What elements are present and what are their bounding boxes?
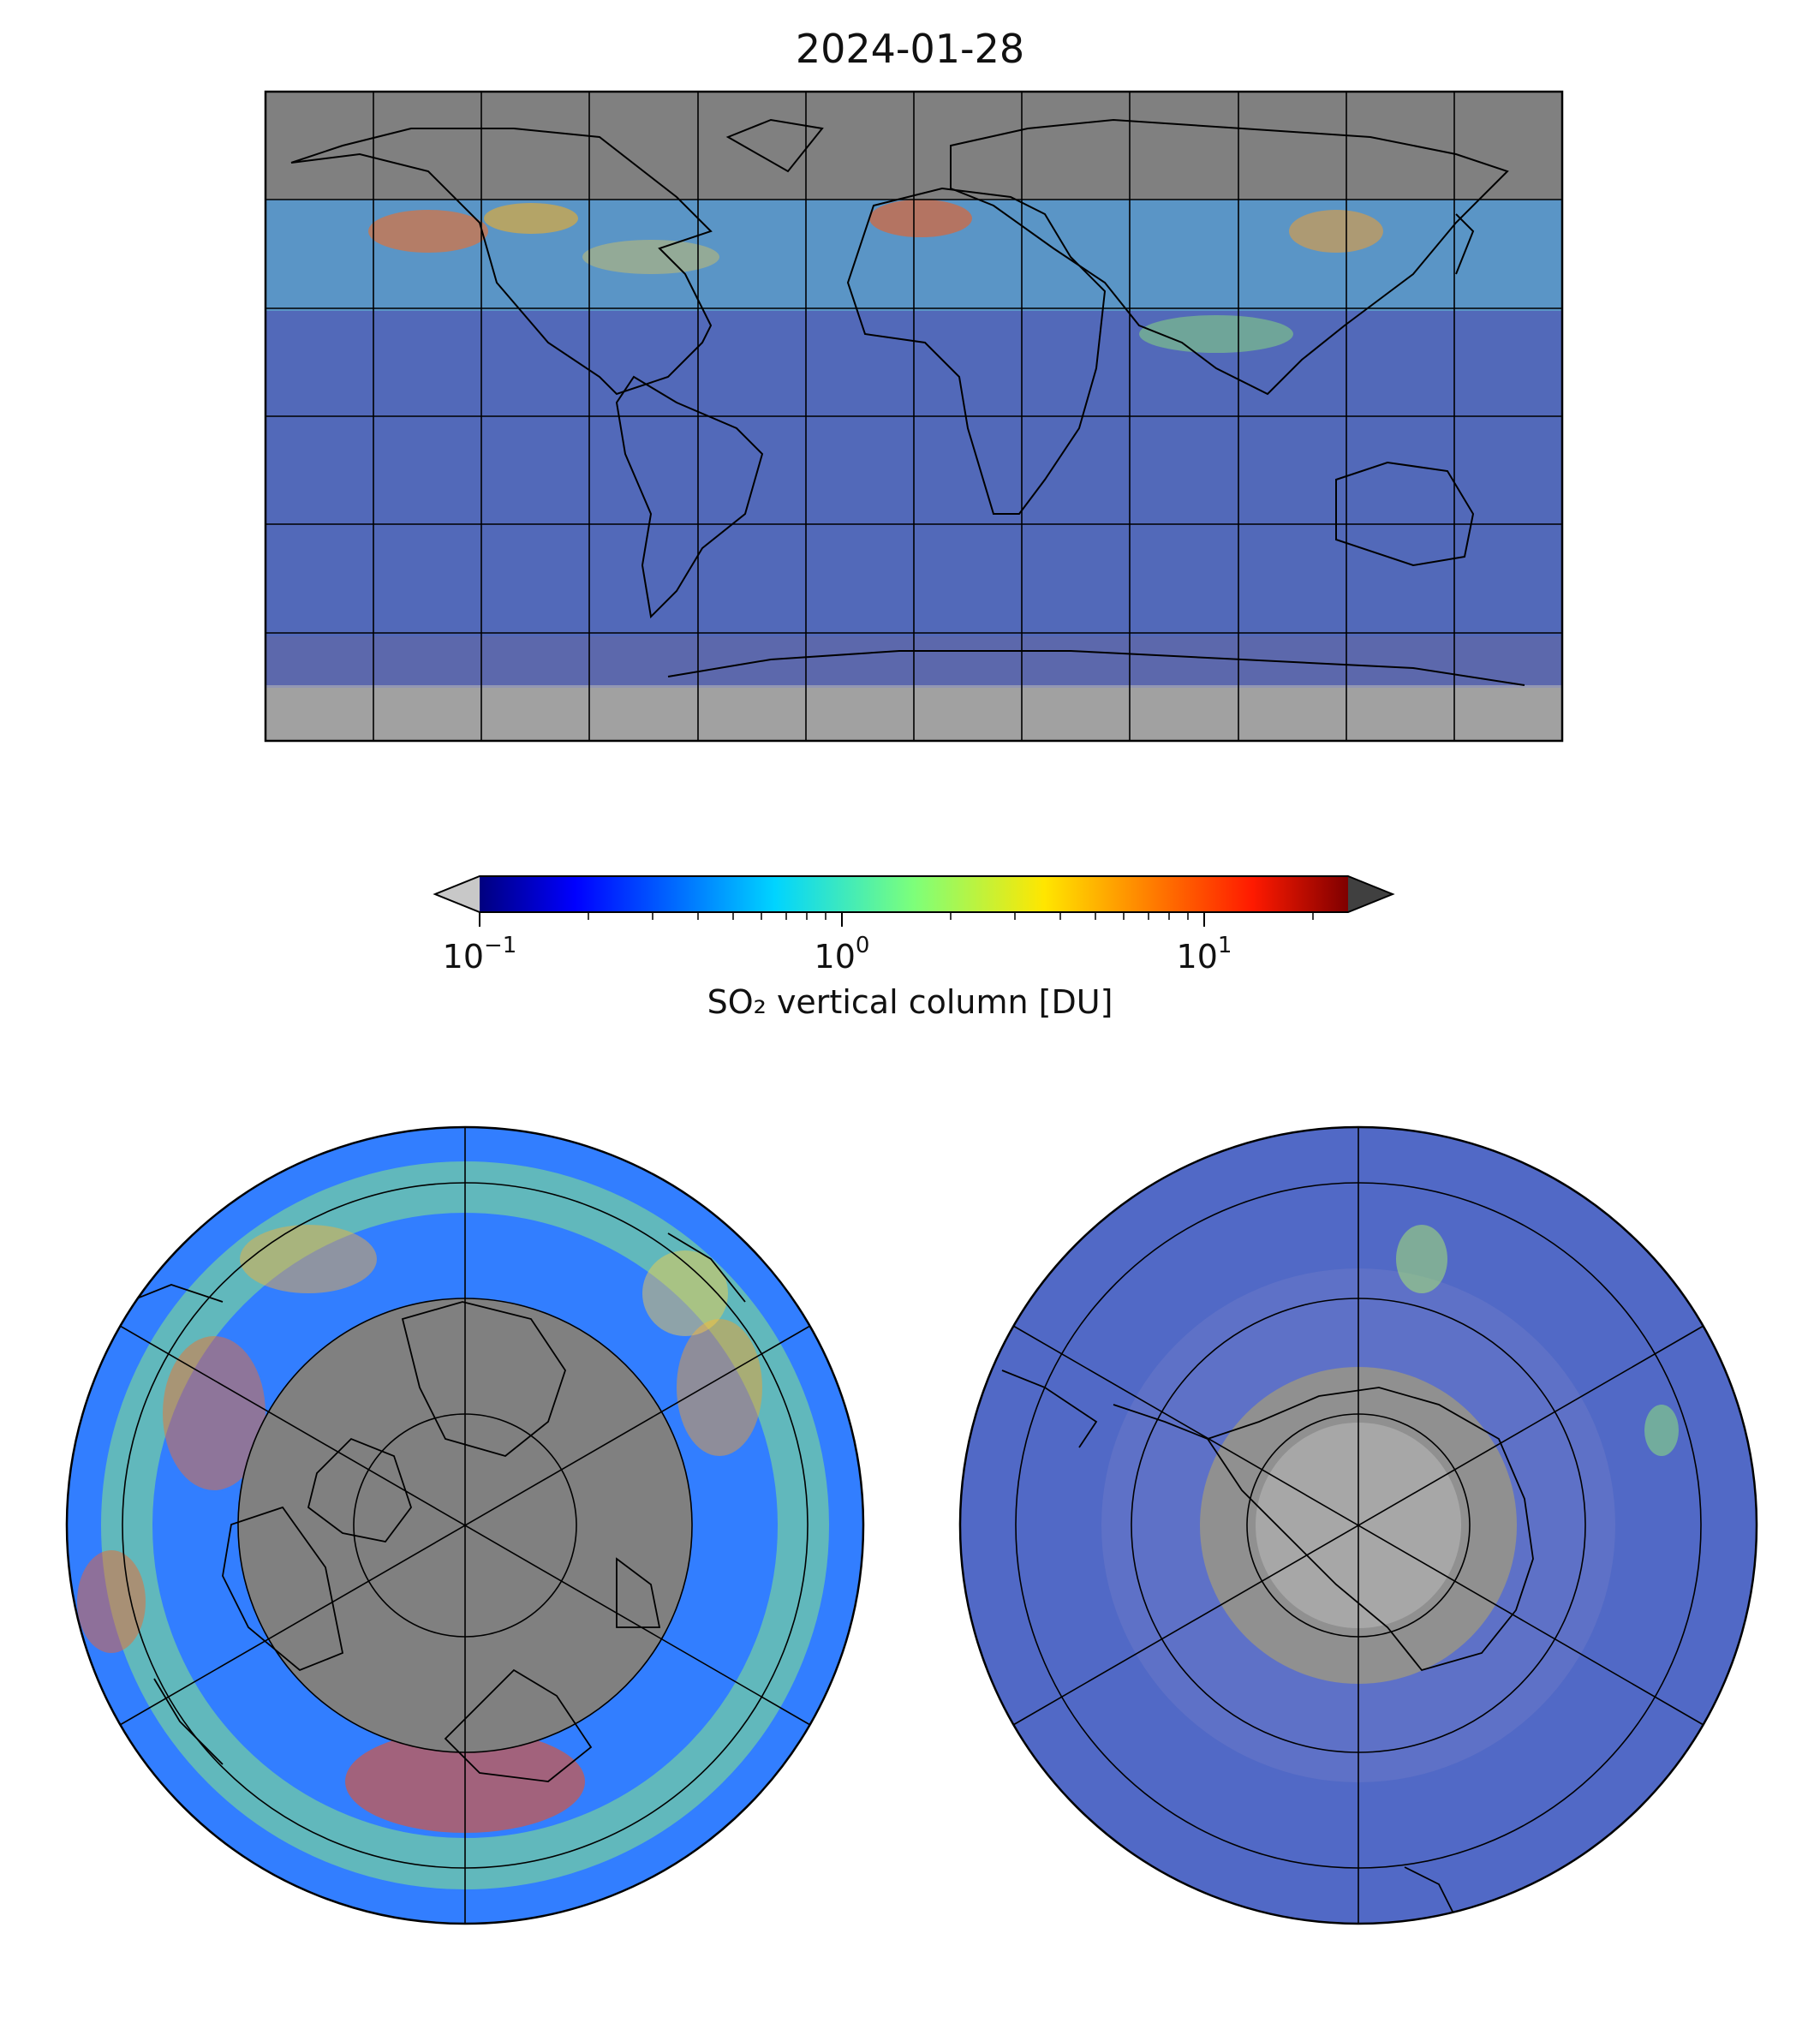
north-polar-map xyxy=(65,1125,865,1925)
global-coastlines xyxy=(290,118,1525,686)
south-polar-map xyxy=(958,1125,1758,1925)
colorbar-label: SO₂ vertical column [DU] xyxy=(707,983,1113,1021)
colorbar-minor-ticks xyxy=(588,912,1314,920)
south-graticule xyxy=(1012,1127,1704,1924)
colorbar xyxy=(433,875,1395,927)
colorbar-tick-label: 100 xyxy=(814,933,870,976)
south-map-frame xyxy=(958,1125,1758,1925)
colorbar-tick-label: 10−1 xyxy=(442,933,517,976)
north-map-frame xyxy=(65,1125,865,1925)
colorbar-ticks xyxy=(479,912,1205,927)
south-coastlines xyxy=(1001,1370,1534,1919)
global-map xyxy=(264,90,1564,743)
colorbar-under-extension xyxy=(435,876,480,912)
global-graticule xyxy=(266,92,1562,741)
colorbar-tick-label: 101 xyxy=(1176,933,1232,976)
figure-title: 2024-01-28 xyxy=(795,26,1025,72)
north-coastlines xyxy=(128,1232,746,1782)
global-map-frame xyxy=(264,90,1564,743)
colorbar-over-extension xyxy=(1348,876,1393,912)
north-graticule xyxy=(119,1127,811,1924)
colorbar-gradient xyxy=(480,876,1348,912)
